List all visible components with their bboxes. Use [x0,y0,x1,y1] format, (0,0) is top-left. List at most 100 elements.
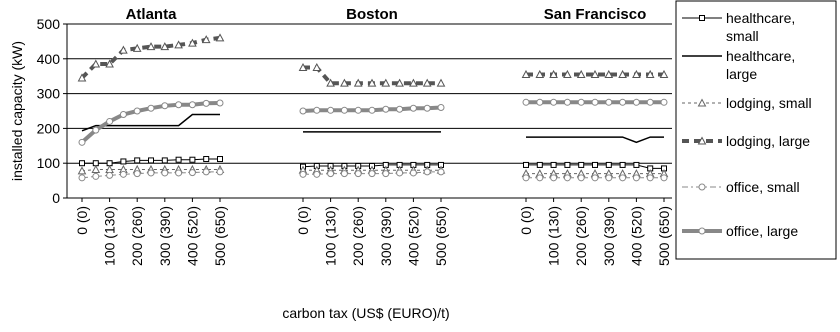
data-point [354,106,362,114]
series-line [81,171,220,179]
data-point [326,78,335,87]
data-point [590,69,600,78]
data-point [521,69,531,78]
legend-label: healthcare, large [726,48,795,82]
data-point [133,170,141,178]
data-point [632,69,641,78]
data-point [312,62,322,71]
series-office-large [78,99,224,146]
data-point [604,69,614,78]
series-lodging-large [298,62,446,87]
data-point [327,170,335,178]
x-tick-label: 200 (260) [350,206,366,266]
data-point [299,170,307,178]
data-point [147,104,155,112]
data-point [563,69,572,78]
data-point [381,78,391,87]
legend-label: lodging, small [726,95,812,111]
y-tick-label: 300 [37,86,61,102]
legend-label-line: healthcare, [726,10,795,26]
x-tick-label: 500 (650) [656,206,672,266]
data-point [340,106,348,114]
data-point [646,174,654,182]
data-point [437,104,445,112]
data-point [550,174,558,182]
x-tick-label: 400 (520) [628,206,644,266]
legend-item: lodging, small [682,95,812,111]
data-point [563,174,571,182]
x-tick-label: 100 (130) [102,206,118,266]
legend-item: office, large [682,223,798,239]
legend-label: office, large [726,223,798,239]
legend-label: healthcare, small [726,10,795,44]
data-point [148,157,154,164]
data-point [550,98,558,106]
y-axis-title: installed capacity (kW) [9,41,25,181]
data-point [619,98,627,106]
data-point [216,99,224,107]
data-point [79,160,85,167]
data-point [437,168,445,176]
data-point [645,69,655,78]
data-point [577,174,585,182]
data-point [646,98,654,106]
panel-atlanta: Atlanta 0 (0) 100 (130) 200 (260) 300 (390) 4… [74,6,228,266]
data-point [106,117,114,125]
panel-title: Atlanta [126,6,177,23]
data-point [202,99,210,107]
data-point [536,161,543,168]
series-healthcare-large [526,136,664,144]
data-point [659,69,669,78]
data-point [160,42,170,51]
legend-swatch-marker [697,136,707,145]
data-point [189,156,196,163]
legend-item: lodging, large [682,133,810,149]
legend-label: office, small [726,179,800,195]
data-point [133,107,141,115]
data-point [422,78,432,87]
series-lodging-large [521,69,669,78]
series-healthcare-small [523,161,667,172]
data-point [549,69,558,78]
panel-san-francisco: San Francisco 0 (0) 100 (130) 200 (260) 300 … [518,6,672,266]
data-point [632,174,640,182]
data-point [536,98,544,106]
data-point [396,169,404,177]
data-point [134,157,141,164]
data-point [161,169,169,177]
x-tick-label: 100 (130) [323,206,339,266]
data-point [119,45,128,54]
data-point [147,169,155,177]
x-tick-label: 100 (130) [546,206,562,266]
data-point [313,170,321,178]
legend-item: office, small [682,179,800,195]
x-tick-label: 400 (520) [184,206,200,266]
data-point [536,174,544,182]
legend-box [675,0,837,260]
data-point [605,98,613,106]
data-point [105,59,114,68]
data-point [382,105,390,113]
panel-title: Boston [346,6,398,23]
data-point [201,35,211,44]
legend-item: healthcare, small [682,10,795,44]
data-point [92,172,100,180]
series-line [81,169,220,172]
data-point [368,170,376,178]
data-point [632,98,640,106]
data-point [298,62,308,71]
data-point [132,43,142,52]
data-point [619,161,626,168]
series-line [303,171,441,175]
legend: healthcare, small healthcare, large lodging,… [675,0,837,260]
data-point [550,161,557,168]
legend-swatch-marker [698,183,706,191]
x-tick-label: 200 (260) [129,206,145,266]
x-tick-label: 500 (650) [212,206,228,266]
data-point [395,78,404,87]
data-point [591,98,599,106]
data-point [327,106,335,114]
data-point [522,174,530,182]
series-lodging-large [77,33,225,82]
